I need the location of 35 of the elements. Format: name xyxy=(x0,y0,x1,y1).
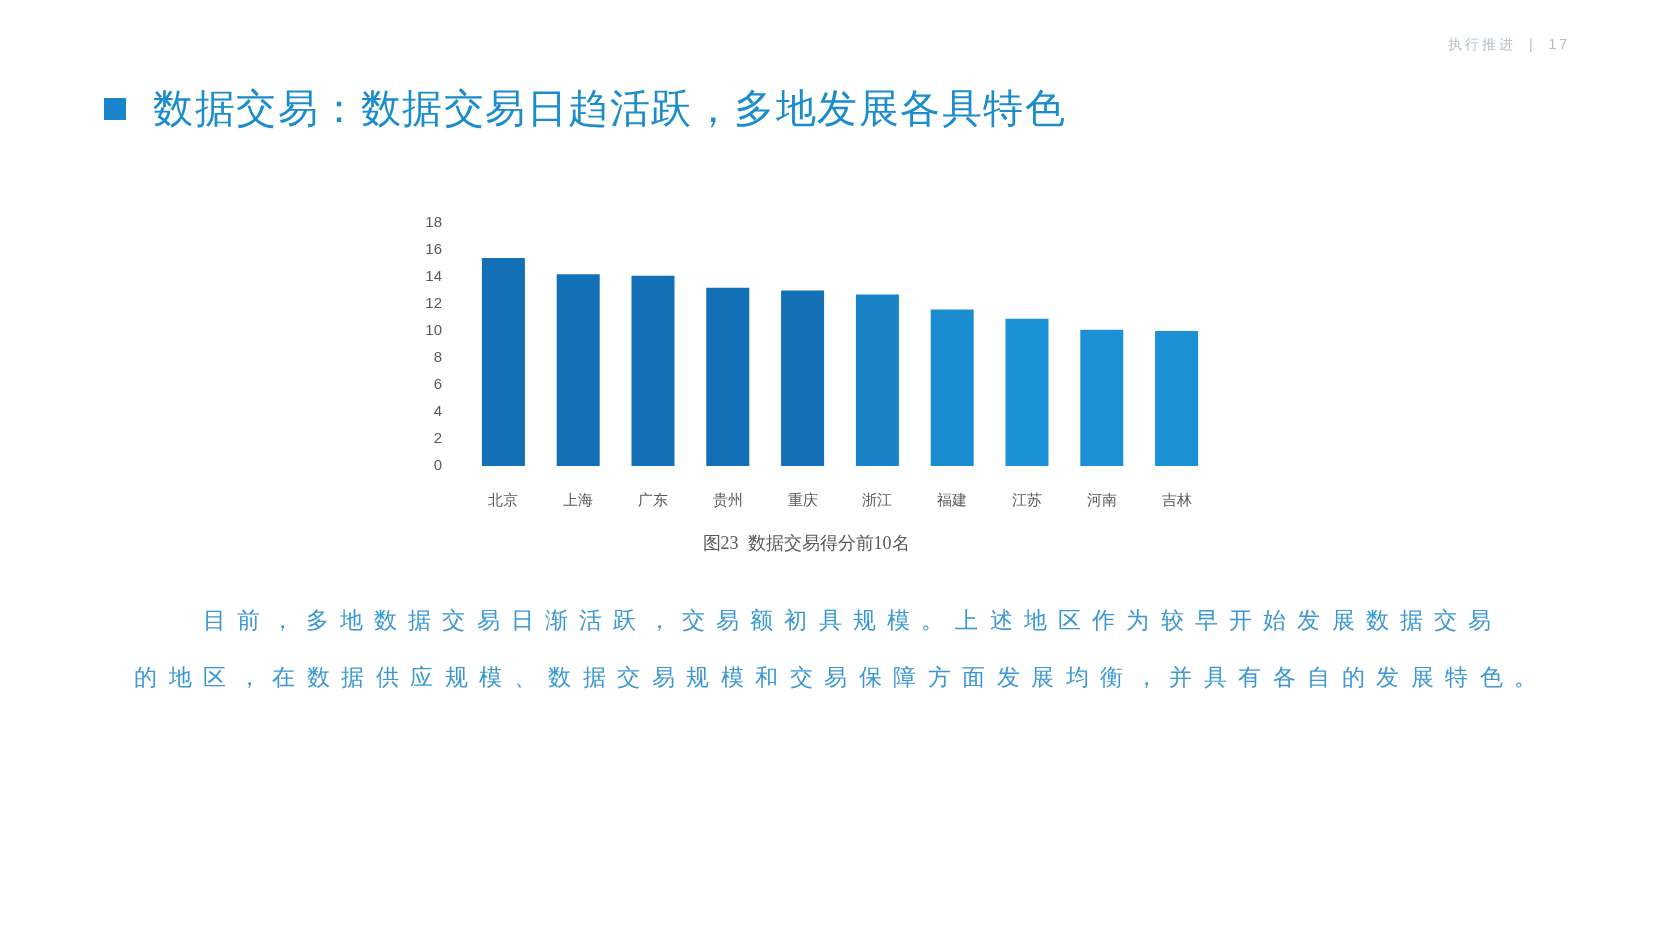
y-tick-label: 8 xyxy=(433,348,442,366)
x-tick-label: 浙江 xyxy=(862,491,893,509)
x-tick-label: 广东 xyxy=(638,491,668,509)
y-tick-label: 2 xyxy=(433,429,442,447)
y-tick-label: 16 xyxy=(425,240,442,258)
x-tick-label: 福建 xyxy=(937,491,968,509)
bar xyxy=(631,275,675,466)
bar xyxy=(481,258,525,466)
x-tick-label: 北京 xyxy=(488,491,519,509)
x-tick-label: 贵州 xyxy=(712,491,743,509)
bar xyxy=(706,287,750,466)
chart-title: 数据交易：数据交易日趋活跃，多地发展各具特色 xyxy=(153,85,1066,132)
y-tick-label: 12 xyxy=(425,294,442,312)
y-tick-label: 6 xyxy=(433,375,442,393)
x-tick-label: 上海 xyxy=(563,491,594,509)
y-tick-label: 18 xyxy=(425,213,442,231)
bar xyxy=(930,309,974,466)
bar xyxy=(781,290,825,466)
bar xyxy=(556,274,600,466)
y-tick-label: 0 xyxy=(433,456,442,474)
text: 目前，多地数据交易日渐活跃，交易额初具规模。上述地区作为较早开始发展数据交易 xyxy=(203,607,1503,635)
y-tick-label: 10 xyxy=(425,321,442,339)
x-tick-label: 河南 xyxy=(1086,491,1117,509)
text: 的地区，在数据供应规模、数据交易规模和交易保障方面发展均衡，并具有各自的发展特色。 xyxy=(134,664,1549,692)
x-tick-label: 吉林 xyxy=(1161,491,1192,509)
x-tick-label: 江苏 xyxy=(1012,491,1042,509)
text: 执行推进 | 17 xyxy=(1448,35,1570,54)
caption: 图23 数据交易得分前10名 xyxy=(701,532,911,555)
bar xyxy=(1155,331,1199,466)
bar xyxy=(1080,329,1124,466)
bar xyxy=(855,294,899,466)
y-tick-label: 4 xyxy=(433,402,442,420)
bar xyxy=(1005,318,1049,466)
x-tick-label: 重庆 xyxy=(787,491,818,509)
y-tick-label: 14 xyxy=(425,267,442,285)
